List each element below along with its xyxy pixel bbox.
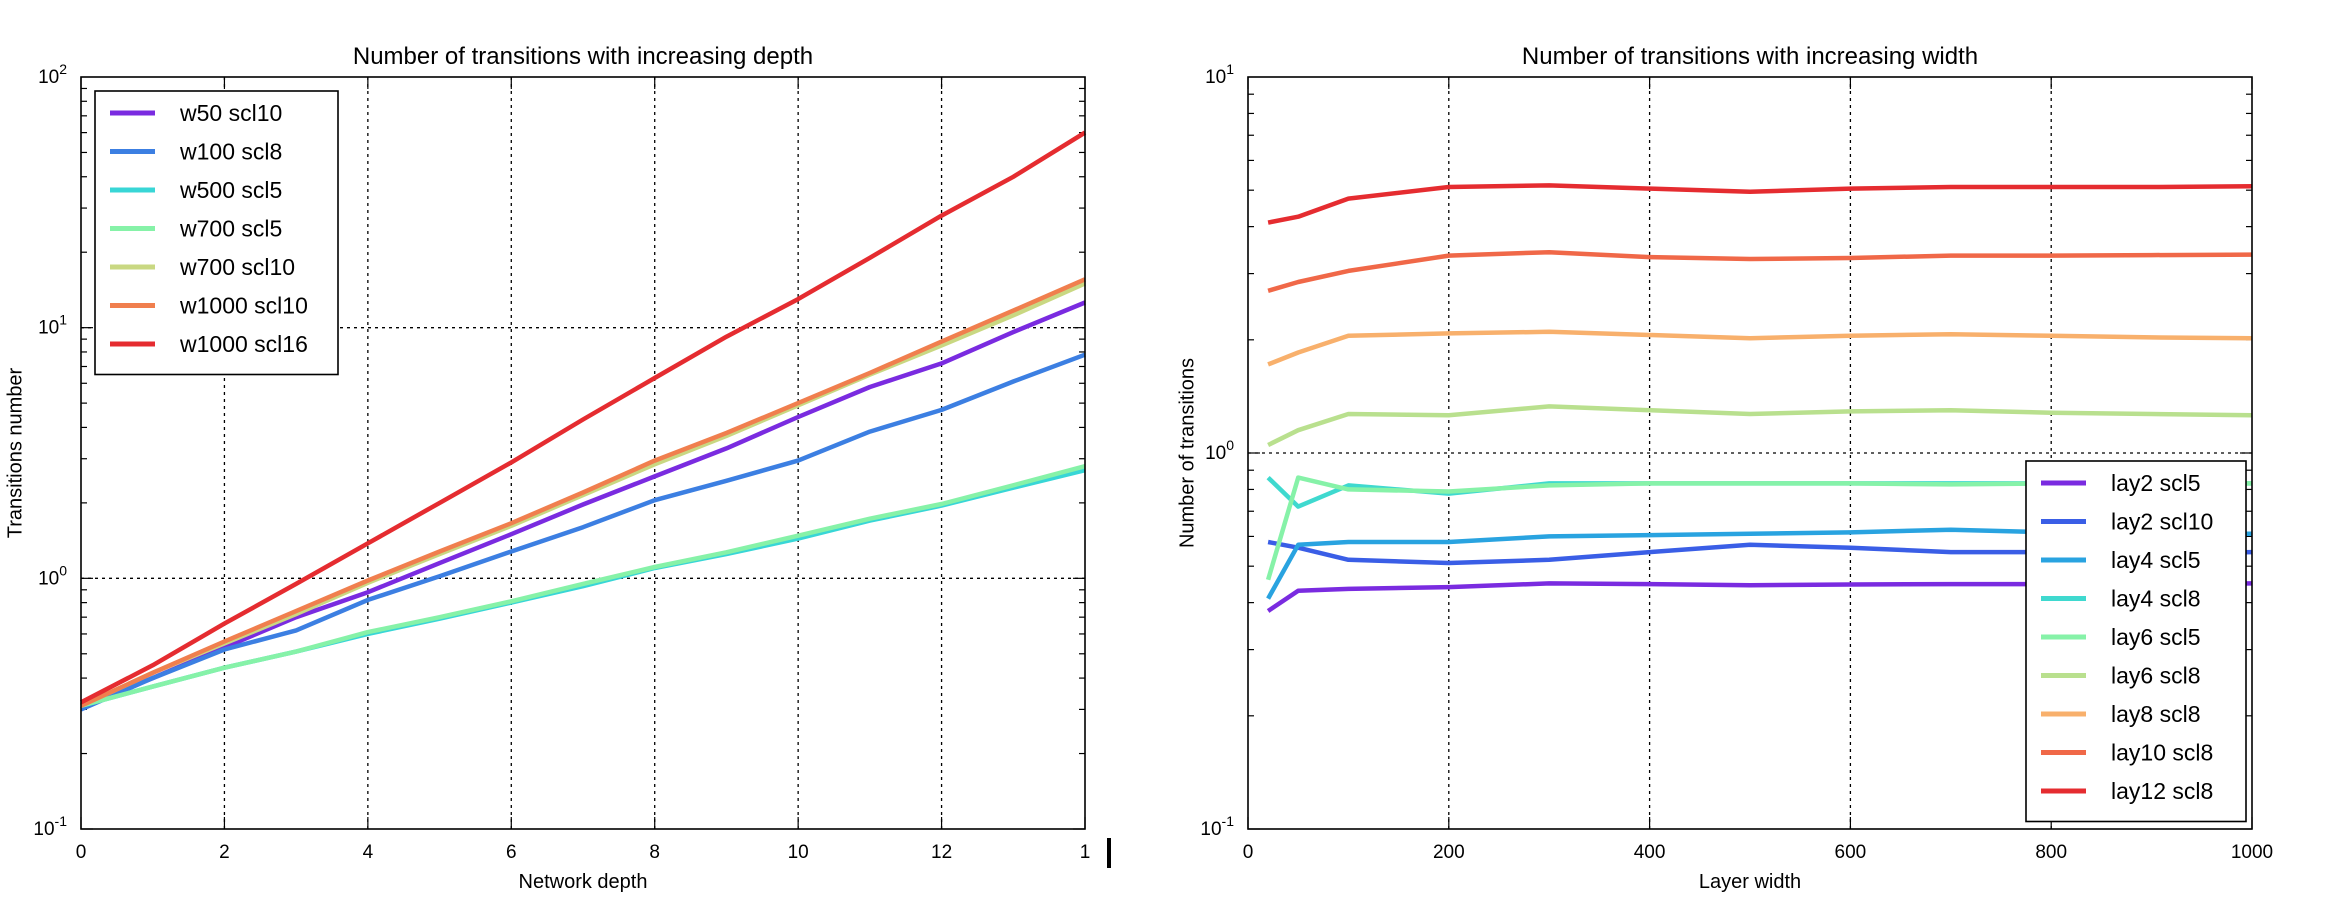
legend-label: w700 scl10 <box>179 254 295 280</box>
series-line <box>1267 404 2253 448</box>
chart-2: 0 200 400 600 800 1000 10-1 100 101 Number of tra… <box>1177 43 2274 893</box>
legend-label: lay4 scl8 <box>2111 586 2200 612</box>
legend-label: w700 scl5 <box>179 216 282 242</box>
legend-label: lay2 scl10 <box>2111 509 2213 535</box>
x-tick-label: 6 <box>506 842 517 863</box>
legend-label: lay12 scl8 <box>2111 778 2213 804</box>
legend-label: w1000 scl10 <box>179 293 308 319</box>
y-tick-label: 100 <box>38 562 67 589</box>
chart-1: 0 2 4 6 8 10 12 1 10-1 100 101 102 Number of transit… <box>5 43 1091 893</box>
x-axis-label: Network depth <box>519 871 648 893</box>
series-group <box>79 130 1087 712</box>
y-tick-label: 100 <box>1205 437 1234 464</box>
x-tick-label: 400 <box>1634 842 1666 863</box>
x-tick-label: 1000 <box>2231 842 2273 863</box>
plot-frame <box>1247 76 2253 830</box>
legend-label: lay6 scl5 <box>2111 624 2200 650</box>
legend: w50 scl10 w100 scl8 w500 scl5 w700 scl5 w700… <box>94 90 339 376</box>
series-line <box>80 352 1086 712</box>
x-tick-label: 0 <box>1243 842 1254 863</box>
plot-frame <box>80 76 1086 830</box>
series-line <box>80 300 1086 708</box>
x-axis-label: Layer width <box>1699 871 1801 893</box>
series-line <box>1267 183 2253 225</box>
axis-ticks <box>1247 77 2253 830</box>
x-tick-label: 1 <box>1080 842 1091 863</box>
text-cursor-mark <box>1107 838 1111 868</box>
legend-label: w500 scl5 <box>179 177 282 203</box>
x-tick-label: 8 <box>649 842 660 863</box>
legend-label: w50 scl10 <box>179 100 282 126</box>
legend-label: lay6 scl8 <box>2111 663 2200 689</box>
y-axis-label: Transitions number <box>5 367 27 538</box>
y-tick-label: 102 <box>38 61 67 88</box>
legend-label: lay8 scl8 <box>2111 701 2200 727</box>
y-tick-label: 101 <box>38 312 67 339</box>
y-tick-label: 101 <box>1205 61 1234 88</box>
x-tick-label: 600 <box>1835 842 1867 863</box>
x-tick-label: 200 <box>1433 842 1465 863</box>
legend-label: w1000 scl16 <box>179 331 308 357</box>
chart-title: Number of transitions with increasing de… <box>353 43 813 70</box>
legend: lay2 scl5 lay2 scl10 lay4 scl5 lay4 scl8 lay… <box>2025 460 2247 823</box>
y-axis-label: Number of transitions <box>1177 358 1199 548</box>
x-tick-label: 800 <box>2035 842 2067 863</box>
y-tick-label: 10-1 <box>33 813 67 840</box>
series-line <box>1267 329 2253 367</box>
x-tick-label: 10 <box>788 842 809 863</box>
legend-label: lay4 scl5 <box>2111 547 2200 573</box>
chart-title: Number of transitions with increasing wi… <box>1522 43 1978 70</box>
legend-label: w100 scl8 <box>179 139 282 165</box>
axis-ticks <box>80 77 1086 830</box>
series-line <box>79 130 1087 705</box>
y-tick-label: 10-1 <box>1200 813 1234 840</box>
x-tick-label: 0 <box>76 842 87 863</box>
x-tick-label: 12 <box>931 842 952 863</box>
legend-label: lay10 scl8 <box>2111 740 2213 766</box>
legend-box <box>94 90 339 376</box>
series-line <box>80 277 1086 708</box>
series-line <box>1267 249 2253 293</box>
series-line <box>80 464 1086 708</box>
x-tick-label: 2 <box>219 842 230 863</box>
legend-label: lay2 scl5 <box>2111 470 2200 496</box>
x-tick-label: 4 <box>363 842 374 863</box>
